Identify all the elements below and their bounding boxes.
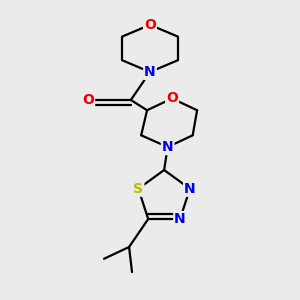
Text: O: O bbox=[82, 93, 94, 107]
Text: N: N bbox=[144, 65, 156, 79]
Text: O: O bbox=[166, 92, 178, 106]
Text: N: N bbox=[162, 140, 173, 154]
Text: N: N bbox=[174, 212, 186, 226]
Text: N: N bbox=[184, 182, 196, 196]
Text: S: S bbox=[134, 182, 143, 196]
Text: O: O bbox=[144, 18, 156, 32]
